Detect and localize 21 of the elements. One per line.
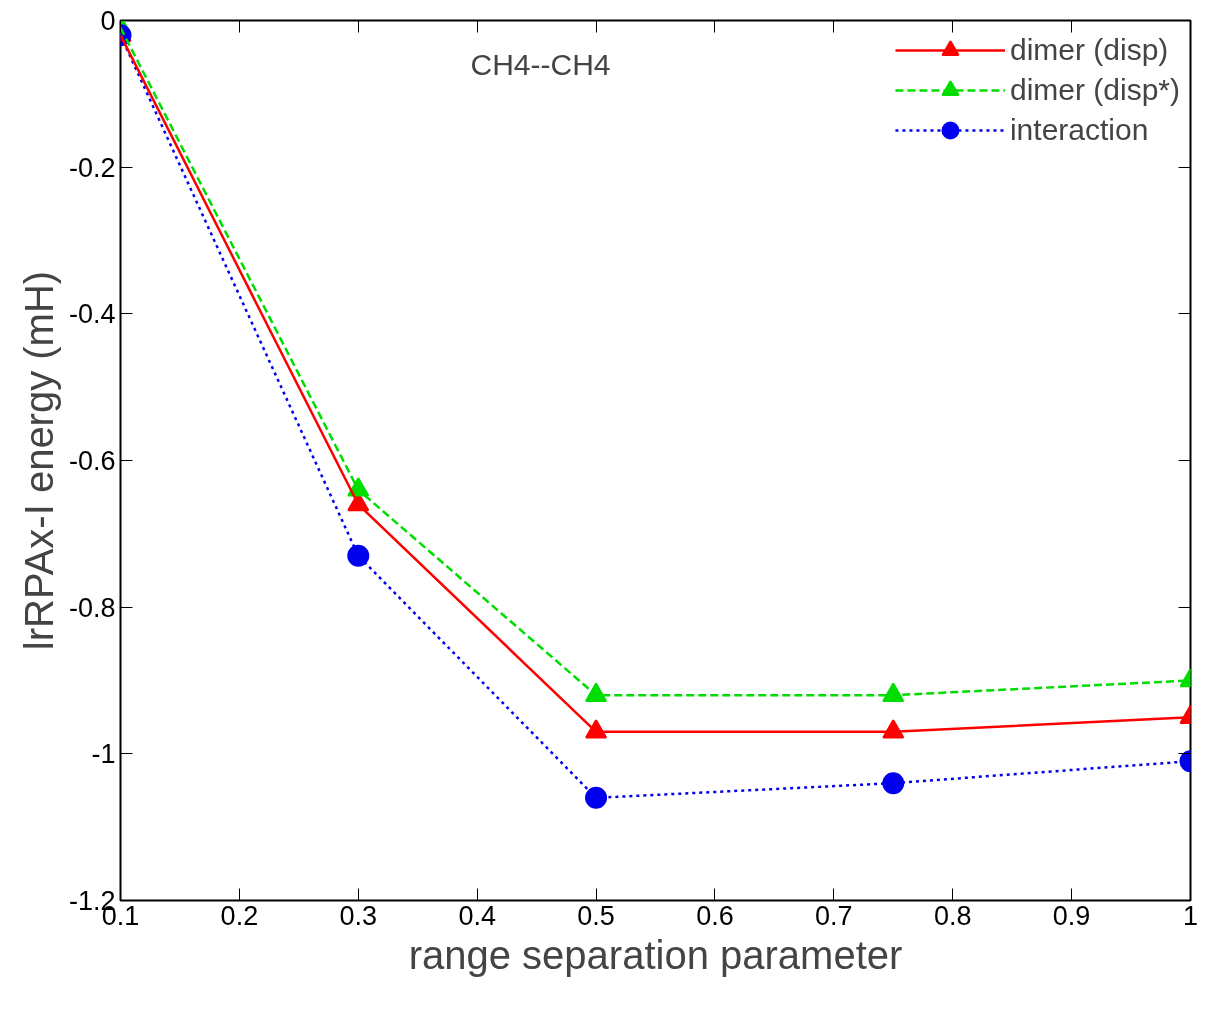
y-tick-label: -0.6 <box>68 446 116 476</box>
legend-label: dimer (disp) <box>1009 32 1169 68</box>
y-tick-label: -0.8 <box>68 592 116 623</box>
x-tick-label: 0.4 <box>458 900 496 931</box>
x-tick-label: 1 <box>1182 900 1199 931</box>
x-tick-label: 0.6 <box>696 900 734 931</box>
x-tick-label: 0.8 <box>933 900 972 931</box>
y-tick-label: 0 <box>100 6 116 36</box>
x-tick-label: 0.3 <box>339 900 378 931</box>
y-tick-label: -1 <box>91 739 116 770</box>
x-axis-title: range separation parameter <box>408 932 903 977</box>
y-axis-title: lrRPAx-I energy (mH) <box>16 270 61 651</box>
x-tick-label: 0.7 <box>815 900 853 931</box>
legend-label: interaction <box>1009 112 1149 148</box>
y-tick-label: -0.2 <box>68 152 116 183</box>
legend-label: dimer (disp*) <box>1009 72 1180 108</box>
x-tick-label: 0.5 <box>577 900 615 931</box>
x-tick-label: 0.2 <box>220 900 259 931</box>
annotation: CH4--CH4 <box>470 47 611 81</box>
x-tick-label: 0.9 <box>1052 900 1091 931</box>
y-tick-label: -0.4 <box>68 299 116 330</box>
